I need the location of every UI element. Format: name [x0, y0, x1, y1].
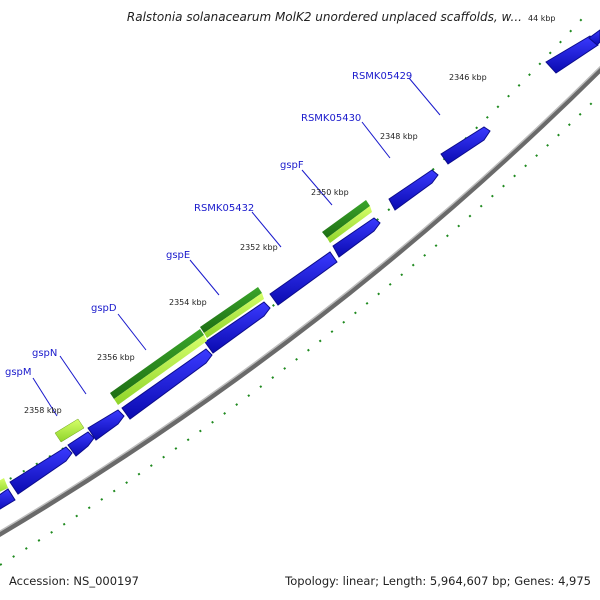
tick-label: 2356 kbp	[97, 353, 135, 362]
feature-block-dark[interactable]	[110, 329, 204, 399]
feature-block-dark[interactable]	[200, 287, 262, 333]
accession-label: Accession: NS_000197	[9, 574, 139, 588]
label-leaders	[32, 77, 441, 417]
gene-block[interactable]	[545, 35, 599, 74]
gene-arrow[interactable]	[204, 301, 271, 354]
gene-arrow[interactable]	[9, 446, 73, 495]
gene-arrow[interactable]	[332, 217, 381, 258]
genome-summary: Topology: linear; Length: 5,964,607 bp; …	[285, 574, 591, 588]
tick-label: 44 kbp	[528, 14, 556, 23]
tick-label: 2354 kbp	[169, 298, 207, 307]
tick-label-group: 44 kbp 2346 kbp 2348 kbp 2350 kbp 2352 k…	[24, 14, 556, 415]
tick-label: 2350 kbp	[311, 188, 349, 197]
gene-label[interactable]: gspF	[280, 160, 304, 171]
gene-arrow[interactable]	[440, 126, 491, 165]
gene-label[interactable]: RSMK05430	[301, 113, 361, 124]
gene-block[interactable]	[0, 488, 16, 512]
gene-label[interactable]: RSMK05432	[194, 203, 254, 214]
gene-label[interactable]: RSMK05429	[352, 71, 412, 82]
gene-arrow[interactable]	[121, 348, 213, 420]
gene-block[interactable]	[588, 29, 600, 46]
feature-block-light[interactable]	[0, 478, 8, 494]
gene-label[interactable]: gspD	[91, 303, 117, 314]
map-title: Ralstonia solanacearum MolK2 unordered u…	[126, 10, 522, 24]
tick-label: 2346 kbp	[449, 73, 487, 82]
backbone	[0, 65, 600, 537]
gene-label[interactable]: gspN	[32, 348, 57, 359]
gene-arrow[interactable]	[388, 169, 439, 211]
feature-block-light[interactable]	[327, 206, 372, 243]
gene-block[interactable]	[269, 251, 338, 306]
gene-label-group: RSMK05429 RSMK05430 gspF RSMK05432 gspE …	[5, 71, 412, 378]
tick-label: 2348 kbp	[380, 132, 418, 141]
tick-label: 2358 kbp	[24, 406, 62, 415]
gene-arrow[interactable]	[67, 431, 95, 457]
feature-block-light[interactable]	[114, 335, 207, 405]
feature-block-light[interactable]	[204, 293, 264, 338]
feature-block-dark[interactable]	[322, 200, 370, 238]
gene-track	[0, 29, 600, 512]
feature-track	[0, 200, 372, 494]
gene-arrow[interactable]	[87, 409, 125, 441]
gene-label[interactable]: gspE	[166, 250, 190, 261]
gene-label[interactable]: gspM	[5, 367, 32, 378]
tick-label: 2352 kbp	[240, 243, 278, 252]
feature-block-light[interactable]	[54, 418, 85, 443]
